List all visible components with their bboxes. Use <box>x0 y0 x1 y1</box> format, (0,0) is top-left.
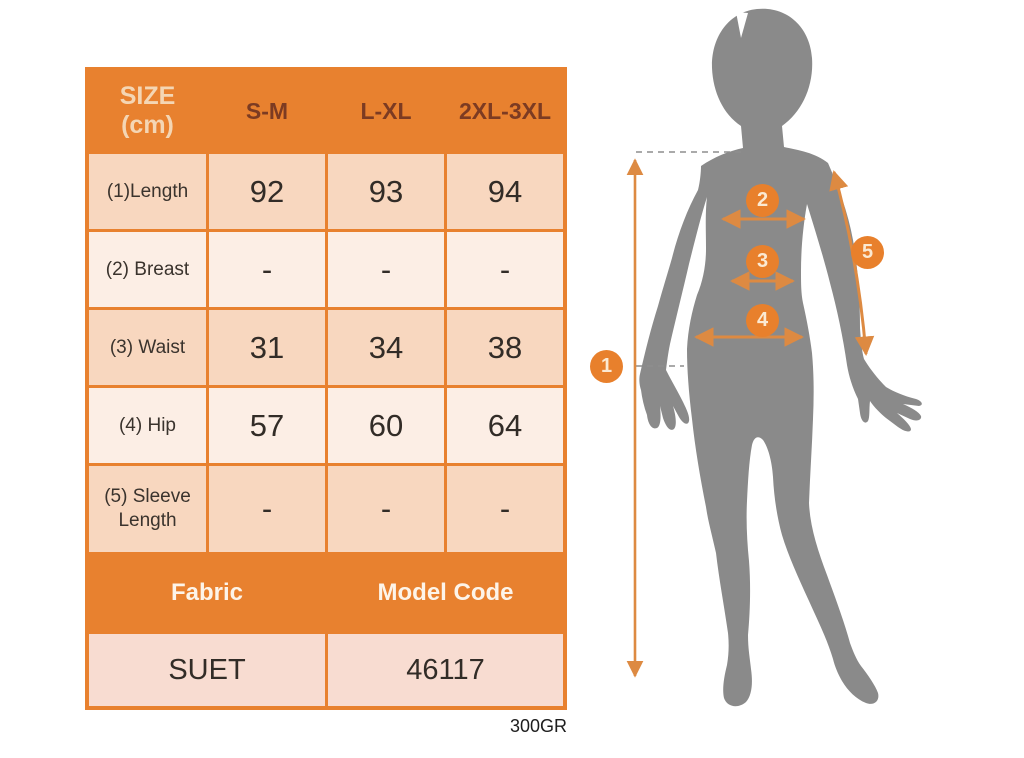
size-unit-header: SIZE (cm) <box>89 71 206 151</box>
fabric-value: SUET <box>89 634 325 706</box>
row-label-length: (1)Length <box>89 154 206 229</box>
fabric-header: Fabric <box>89 555 325 631</box>
column-header-s-m: S-M <box>209 71 325 151</box>
weight-footnote: 300GR <box>509 716 567 736</box>
measurement-marker-2: 2 <box>746 184 779 217</box>
cell-length-2xl-3xl: 94 <box>447 154 563 229</box>
cell-hip-s-m: 57 <box>209 388 325 463</box>
cell-hip-l-xl: 60 <box>328 388 444 463</box>
cell-sleeve-s-m: - <box>209 466 325 552</box>
measurement-marker-1: 1 <box>590 350 623 383</box>
cell-length-s-m: 92 <box>209 154 325 229</box>
measurement-marker-5: 5 <box>851 236 884 269</box>
column-header-l-xl: L-XL <box>328 71 444 151</box>
cell-hip-2xl-3xl: 64 <box>447 388 563 463</box>
body-silhouette <box>639 8 922 707</box>
cell-sleeve-l-xl: - <box>328 466 444 552</box>
model-code-value: 46117 <box>328 634 563 706</box>
measurement-marker-3: 3 <box>746 245 779 278</box>
cell-breast-2xl-3xl: - <box>447 232 563 307</box>
measurement-marker-4: 4 <box>746 304 779 337</box>
row-label-breast: (2) Breast <box>89 232 206 307</box>
size-table: SIZE (cm) S-M L-XL 2XL-3XL (1)Length 92 … <box>85 67 567 710</box>
column-header-2xl-3xl: 2XL-3XL <box>447 71 563 151</box>
cell-length-l-xl: 93 <box>328 154 444 229</box>
cell-breast-s-m: - <box>209 232 325 307</box>
cell-breast-l-xl: - <box>328 232 444 307</box>
row-label-hip: (4) Hip <box>89 388 206 463</box>
cell-waist-l-xl: 34 <box>328 310 444 385</box>
model-code-header: Model Code <box>328 555 563 631</box>
cell-waist-s-m: 31 <box>209 310 325 385</box>
row-label-waist: (3) Waist <box>89 310 206 385</box>
row-label-sleeve-length: (5) Sleeve Length <box>89 466 206 552</box>
cell-waist-2xl-3xl: 38 <box>447 310 563 385</box>
hair-part-notch <box>736 12 748 38</box>
cell-sleeve-2xl-3xl: - <box>447 466 563 552</box>
